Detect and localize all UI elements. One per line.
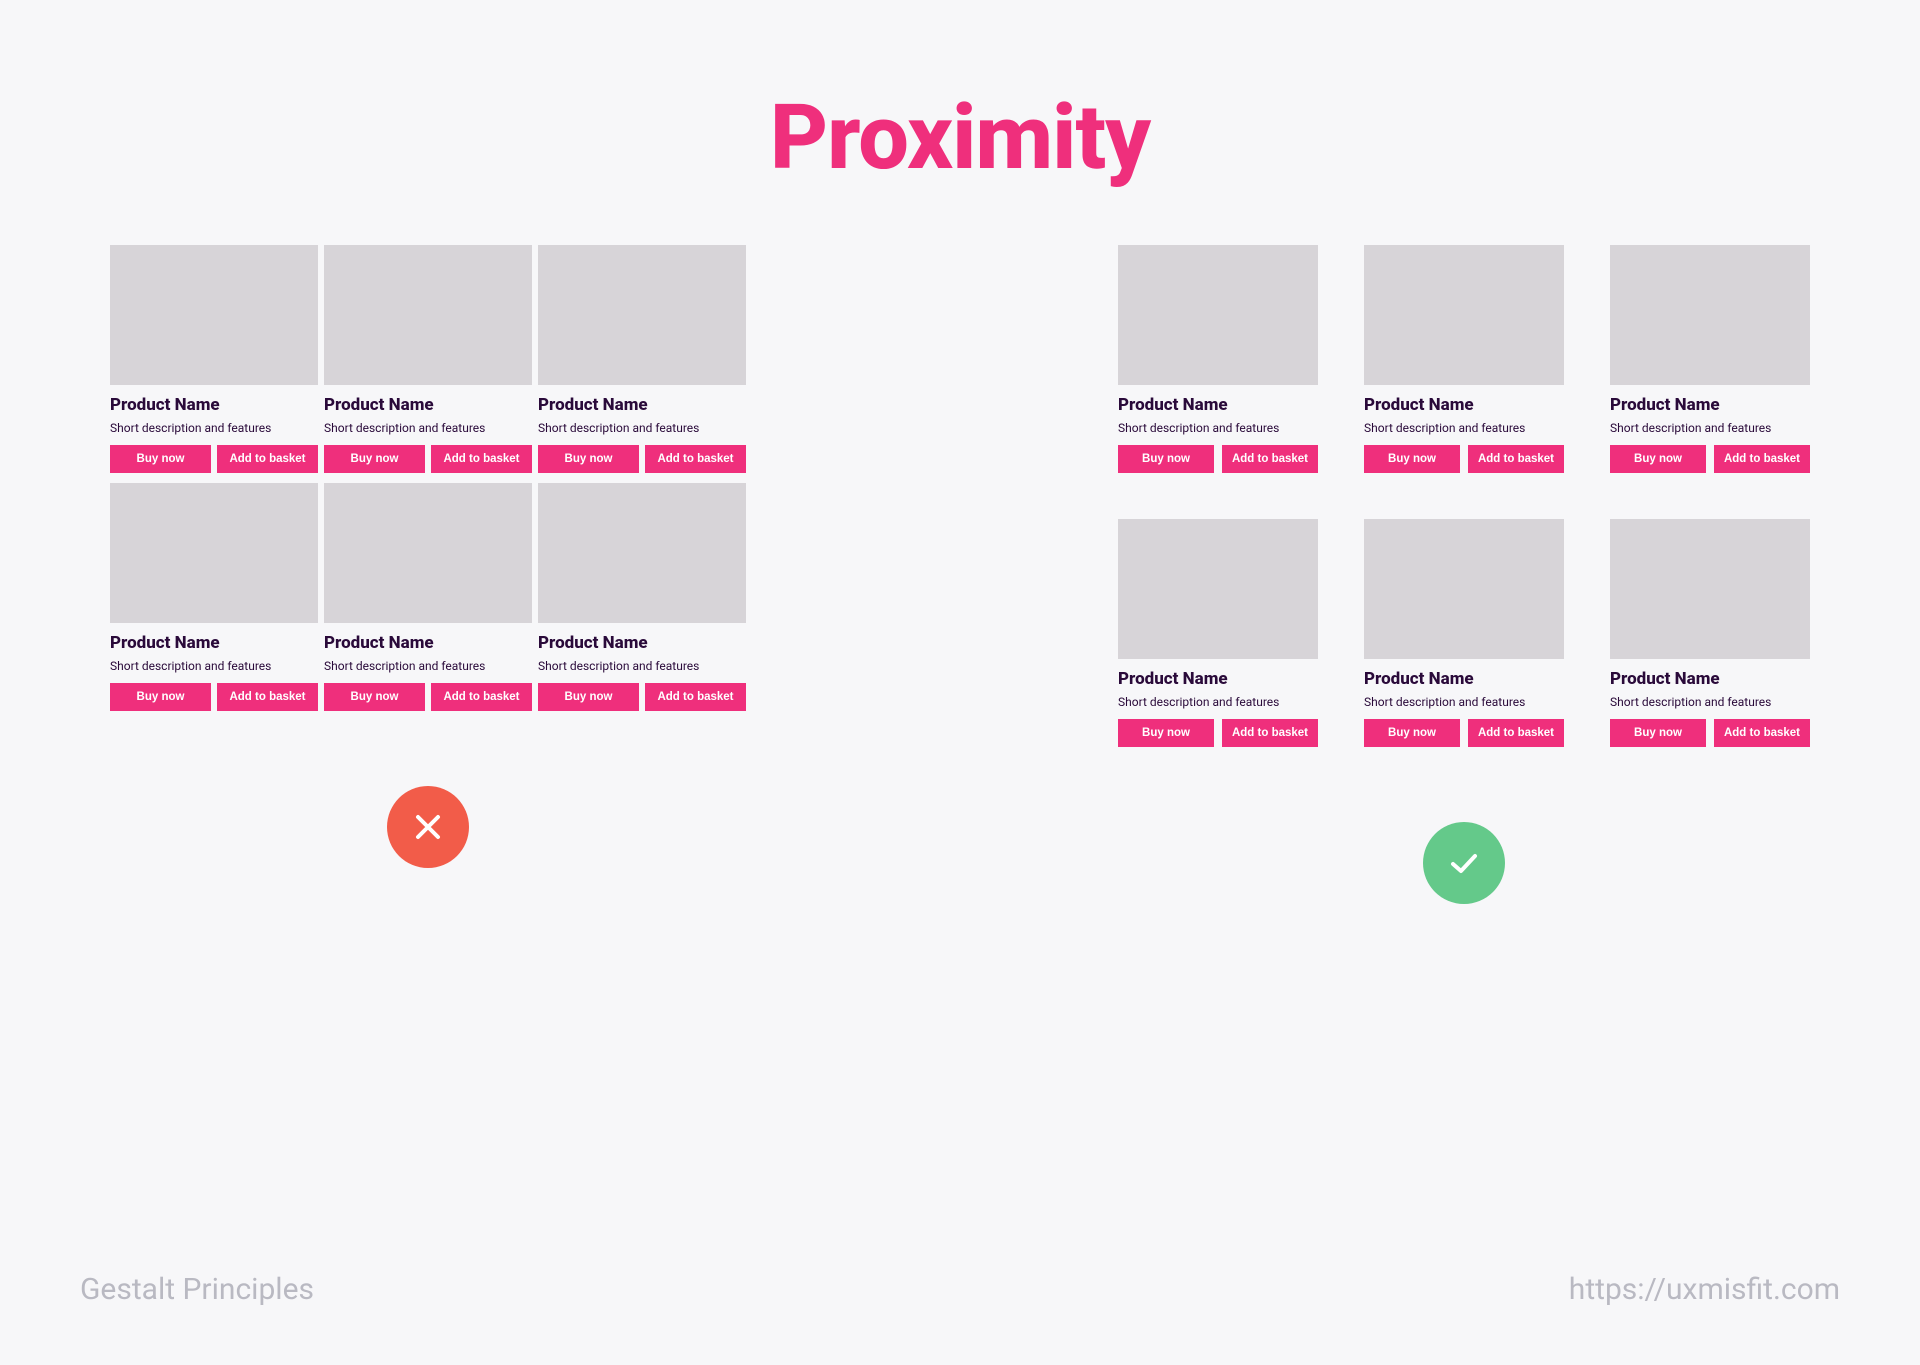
product-card: Product Name Short description and featur…	[538, 483, 746, 711]
product-description: Short description and features	[324, 421, 532, 435]
product-card: Product Name Short description and featur…	[110, 245, 318, 473]
buy-now-button[interactable]: Buy now	[1364, 445, 1460, 473]
product-name: Product Name	[538, 633, 746, 653]
product-card: Product Name Short description and featur…	[1610, 519, 1810, 747]
buy-now-button[interactable]: Buy now	[538, 445, 639, 473]
product-button-row: Buy now Add to basket	[1364, 445, 1564, 473]
buy-now-button[interactable]: Buy now	[110, 445, 211, 473]
product-description: Short description and features	[538, 421, 746, 435]
product-name: Product Name	[110, 633, 318, 653]
product-description: Short description and features	[1364, 695, 1564, 709]
buy-now-button[interactable]: Buy now	[1118, 719, 1214, 747]
bad-example-panel: Product Name Short description and featur…	[110, 245, 746, 904]
product-button-row: Buy nowAdd to basket	[324, 683, 532, 711]
product-button-row: Buy now Add to basket	[1364, 719, 1564, 747]
product-name: Product Name	[324, 633, 532, 653]
product-image-placeholder	[1118, 519, 1318, 659]
buy-now-button[interactable]: Buy now	[324, 683, 425, 711]
buy-now-button[interactable]: Buy now	[1610, 445, 1706, 473]
product-button-row: Buy nowAdd to basket	[324, 445, 532, 473]
product-image-placeholder	[1610, 245, 1810, 385]
product-description: Short description and features	[1610, 695, 1810, 709]
product-description: Short description and features	[1118, 695, 1318, 709]
product-image-placeholder	[538, 245, 746, 385]
product-description: Short description and features	[324, 659, 532, 673]
product-description: Short description and features	[538, 659, 746, 673]
product-name: Product Name	[1118, 395, 1318, 415]
product-description: Short description and features	[110, 421, 318, 435]
product-card: Product Name Short description and featur…	[324, 245, 532, 473]
buy-now-button[interactable]: Buy now	[1118, 445, 1214, 473]
bad-product-grid: Product Name Short description and featur…	[110, 245, 746, 711]
add-to-basket-button[interactable]: Add to basket	[1714, 719, 1810, 747]
comparison-container: Product Name Short description and featur…	[0, 245, 1920, 904]
add-to-basket-button[interactable]: Add to basket	[1222, 719, 1318, 747]
product-image-placeholder	[110, 483, 318, 623]
product-image-placeholder	[1610, 519, 1810, 659]
product-card: Product Name Short description and featur…	[1364, 245, 1564, 473]
add-to-basket-button[interactable]: Add to basket	[431, 683, 532, 711]
product-image-placeholder	[1364, 245, 1564, 385]
product-card: Product Name Short description and featur…	[1610, 245, 1810, 473]
good-status-badge	[1423, 822, 1505, 904]
product-card: Product Name Short description and featur…	[110, 483, 318, 711]
bad-status-badge	[387, 786, 469, 868]
product-name: Product Name	[110, 395, 318, 415]
good-product-grid: Product Name Short description and featur…	[1118, 245, 1810, 747]
product-button-row: Buy now Add to basket	[1610, 719, 1810, 747]
product-button-row: Buy nowAdd to basket	[110, 683, 318, 711]
product-card: Product Name Short description and featur…	[1118, 245, 1318, 473]
product-name: Product Name	[1364, 395, 1564, 415]
footer-right-url: https://uxmisfit.com	[1569, 1272, 1840, 1307]
product-image-placeholder	[1364, 519, 1564, 659]
product-description: Short description and features	[1118, 421, 1318, 435]
product-card: Product Name Short description and featur…	[538, 245, 746, 473]
product-button-row: Buy nowAdd to basket	[538, 445, 746, 473]
product-name: Product Name	[324, 395, 532, 415]
product-card: Product Name Short description and featur…	[1118, 519, 1318, 747]
add-to-basket-button[interactable]: Add to basket	[1468, 719, 1564, 747]
page-title: Proximity	[0, 85, 1920, 190]
product-name: Product Name	[1610, 669, 1810, 689]
good-example-panel: Product Name Short description and featur…	[1118, 245, 1810, 904]
footer-left-text: Gestalt Principles	[80, 1272, 314, 1307]
add-to-basket-button[interactable]: Add to basket	[645, 445, 746, 473]
cross-icon	[411, 810, 445, 844]
add-to-basket-button[interactable]: Add to basket	[1222, 445, 1318, 473]
product-button-row: Buy nowAdd to basket	[110, 445, 318, 473]
product-image-placeholder	[1118, 245, 1318, 385]
product-description: Short description and features	[1364, 421, 1564, 435]
product-image-placeholder	[324, 483, 532, 623]
add-to-basket-button[interactable]: Add to basket	[217, 445, 318, 473]
product-description: Short description and features	[1610, 421, 1810, 435]
add-to-basket-button[interactable]: Add to basket	[1468, 445, 1564, 473]
add-to-basket-button[interactable]: Add to basket	[431, 445, 532, 473]
product-name: Product Name	[538, 395, 746, 415]
buy-now-button[interactable]: Buy now	[538, 683, 639, 711]
buy-now-button[interactable]: Buy now	[1364, 719, 1460, 747]
check-icon	[1445, 844, 1483, 882]
buy-now-button[interactable]: Buy now	[110, 683, 211, 711]
product-button-row: Buy now Add to basket	[1118, 719, 1318, 747]
product-card: Product Name Short description and featur…	[324, 483, 532, 711]
product-description: Short description and features	[110, 659, 318, 673]
product-image-placeholder	[110, 245, 318, 385]
add-to-basket-button[interactable]: Add to basket	[645, 683, 746, 711]
product-image-placeholder	[538, 483, 746, 623]
product-name: Product Name	[1364, 669, 1564, 689]
product-card: Product Name Short description and featur…	[1364, 519, 1564, 747]
buy-now-button[interactable]: Buy now	[1610, 719, 1706, 747]
product-image-placeholder	[324, 245, 532, 385]
add-to-basket-button[interactable]: Add to basket	[1714, 445, 1810, 473]
product-button-row: Buy now Add to basket	[1610, 445, 1810, 473]
product-button-row: Buy nowAdd to basket	[538, 683, 746, 711]
product-name: Product Name	[1610, 395, 1810, 415]
product-name: Product Name	[1118, 669, 1318, 689]
product-button-row: Buy now Add to basket	[1118, 445, 1318, 473]
buy-now-button[interactable]: Buy now	[324, 445, 425, 473]
add-to-basket-button[interactable]: Add to basket	[217, 683, 318, 711]
